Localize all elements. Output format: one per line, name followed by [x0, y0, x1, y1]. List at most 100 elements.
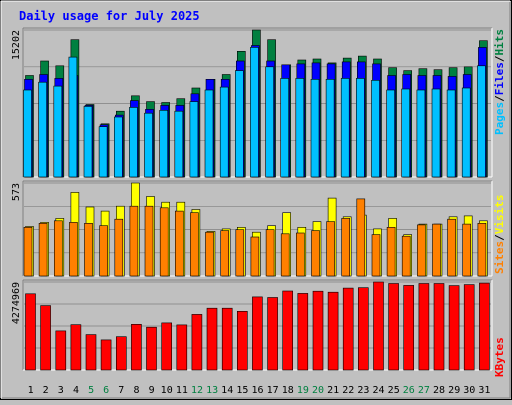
bar-sites — [190, 212, 199, 277]
bar-kbytes — [55, 330, 67, 371]
bar-sites — [114, 218, 124, 277]
x-tick-day: 10 — [161, 385, 173, 396]
bar-kbytes — [116, 336, 127, 371]
bar-sites — [477, 223, 487, 277]
bar-sites — [235, 229, 245, 277]
x-tick-day: 7 — [118, 385, 124, 396]
bar-kbytes — [252, 296, 263, 371]
bar-sites — [38, 223, 48, 277]
bar-kbytes — [297, 293, 309, 371]
chart-title: Daily usage for July 2025 — [19, 9, 200, 23]
x-tick-day: 8 — [133, 385, 139, 396]
bar-pages — [355, 78, 365, 178]
bar-kbytes — [327, 291, 339, 371]
bar-pages — [174, 110, 184, 178]
bar-kbytes — [237, 310, 248, 371]
bar-pages — [144, 112, 153, 178]
bar-kbytes — [463, 284, 475, 371]
bar-sites — [356, 198, 366, 277]
x-tick-day: 20 — [312, 385, 324, 396]
legend-bot-text: KBytes — [493, 337, 506, 377]
bar-sites — [250, 236, 260, 277]
bar-pages — [431, 88, 441, 178]
legend-kbytes: KBytes — [493, 337, 506, 377]
x-tick-day: 28 — [433, 385, 445, 396]
bar-kbytes — [373, 281, 384, 371]
legend-sep: / — [493, 95, 506, 102]
bar-pages — [235, 70, 244, 178]
bar-kbytes — [131, 323, 142, 371]
bar-sites — [84, 223, 93, 277]
bar-sites — [401, 235, 411, 277]
bar-kbytes — [418, 283, 430, 371]
bar-kbytes — [403, 285, 415, 371]
bar-sites — [144, 205, 154, 277]
y-max-label-visits-sites: 573 — [11, 183, 22, 201]
bar-sites — [220, 230, 229, 277]
bar-pages — [38, 81, 47, 178]
bar-pages — [219, 86, 229, 178]
x-tick-day: 30 — [463, 385, 475, 396]
legend-mid-text: Sites/Visits — [493, 195, 506, 275]
bar-kbytes — [312, 290, 324, 371]
bar-pages — [129, 107, 138, 178]
x-tick-day: 6 — [103, 385, 109, 396]
bar-sites — [462, 223, 472, 277]
legend-files: Files — [493, 62, 506, 95]
x-tick-day: 27 — [418, 385, 430, 396]
bar-pages — [159, 110, 168, 178]
x-tick-day: 11 — [176, 385, 188, 396]
bar-kbytes — [388, 283, 399, 371]
bar-sites — [159, 207, 169, 277]
bar-sites — [417, 224, 426, 277]
bar-sites — [371, 234, 381, 277]
bar-kbytes — [357, 287, 369, 371]
bar-kbytes — [85, 334, 97, 371]
bar-kbytes — [342, 287, 354, 371]
legend-visits-sites: Sites/Visits — [493, 195, 506, 275]
bar-sites — [53, 220, 63, 277]
bar-sites — [280, 233, 290, 277]
bar-kbytes — [161, 322, 172, 371]
bar-pages — [114, 116, 123, 178]
bar-pages — [461, 87, 471, 178]
x-tick-day: 26 — [403, 385, 415, 396]
bar-kbytes — [100, 339, 112, 371]
bar-pages — [477, 65, 486, 178]
x-tick-day: 18 — [282, 385, 294, 396]
bar-pages — [371, 80, 380, 178]
legend-pages: Pages — [493, 102, 506, 135]
legend-sites: Sites — [493, 241, 506, 274]
bar-sites — [99, 225, 108, 277]
bar-pages — [23, 89, 32, 178]
bar-pages — [68, 56, 78, 178]
bar-kbytes — [40, 305, 51, 371]
bar-kbytes — [282, 290, 294, 371]
bar-kbytes — [176, 324, 188, 371]
bar-kbytes — [70, 324, 82, 371]
x-tick-day: 15 — [236, 385, 248, 396]
bar-sites — [447, 218, 456, 277]
bar-pages — [325, 79, 335, 178]
bar-pages — [250, 47, 259, 178]
bar-sites — [386, 227, 396, 277]
x-tick-day: 31 — [478, 385, 490, 396]
bar-kbytes — [479, 282, 490, 371]
x-tick-day: 14 — [221, 385, 233, 396]
x-tick-day: 19 — [297, 385, 309, 396]
bar-sites — [432, 223, 441, 277]
x-tick-day: 12 — [191, 385, 203, 396]
legend-hits-files-pages: Pages/Files/Hits — [493, 29, 506, 135]
x-tick-day: 23 — [357, 385, 369, 396]
x-tick-day: 29 — [448, 385, 460, 396]
bar-kbytes — [146, 326, 157, 371]
bar-pages — [53, 85, 63, 178]
bar-pages — [310, 79, 320, 178]
legend-visits: Visits — [493, 195, 506, 235]
x-tick-day: 4 — [73, 385, 79, 396]
bar-sites — [311, 230, 320, 277]
bar-pages — [265, 66, 274, 178]
legend-hits: Hits — [493, 29, 506, 56]
